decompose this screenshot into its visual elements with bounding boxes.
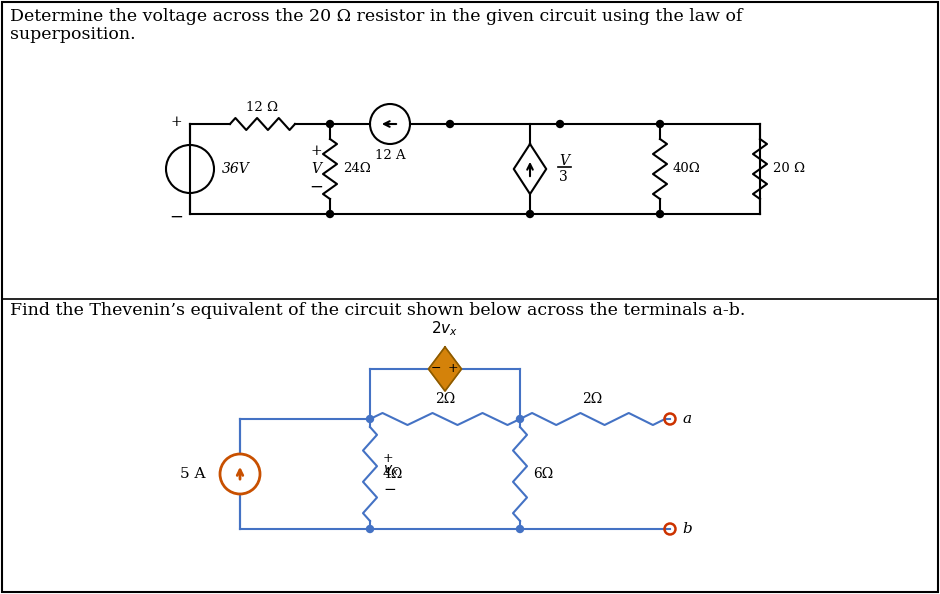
Circle shape bbox=[220, 454, 260, 494]
Text: +: + bbox=[170, 115, 181, 129]
Text: Determine the voltage across the 20 Ω resistor in the given circuit using the la: Determine the voltage across the 20 Ω re… bbox=[10, 8, 743, 25]
Circle shape bbox=[446, 121, 453, 128]
Text: 20 Ω: 20 Ω bbox=[773, 163, 805, 175]
Circle shape bbox=[656, 121, 664, 128]
Text: −: − bbox=[169, 209, 183, 226]
Circle shape bbox=[516, 415, 524, 422]
Text: 6Ω: 6Ω bbox=[533, 467, 554, 481]
Circle shape bbox=[326, 121, 334, 128]
Text: 12 A: 12 A bbox=[375, 149, 405, 162]
Text: b: b bbox=[682, 522, 692, 536]
Text: +: + bbox=[383, 451, 394, 465]
Circle shape bbox=[516, 526, 524, 532]
Circle shape bbox=[556, 121, 563, 128]
Text: +: + bbox=[447, 362, 459, 374]
Circle shape bbox=[526, 210, 534, 217]
Text: 36V: 36V bbox=[222, 162, 250, 176]
Circle shape bbox=[656, 210, 664, 217]
Text: Find the Thevenin’s equivalent of the circuit shown below across the terminals a: Find the Thevenin’s equivalent of the ci… bbox=[10, 302, 745, 319]
Text: V: V bbox=[311, 162, 321, 176]
Text: $2v_x$: $2v_x$ bbox=[431, 320, 459, 338]
Text: −: − bbox=[383, 483, 396, 497]
Text: 12 Ω: 12 Ω bbox=[246, 101, 278, 114]
Text: 24Ω: 24Ω bbox=[343, 163, 370, 175]
Text: 5 A: 5 A bbox=[180, 467, 205, 481]
Text: V: V bbox=[559, 154, 569, 168]
Polygon shape bbox=[429, 347, 462, 391]
Circle shape bbox=[367, 415, 373, 422]
Text: 40Ω: 40Ω bbox=[673, 163, 700, 175]
Text: $v_x$: $v_x$ bbox=[383, 464, 400, 478]
Text: 2Ω: 2Ω bbox=[583, 392, 603, 406]
Circle shape bbox=[326, 210, 334, 217]
Circle shape bbox=[367, 526, 373, 532]
Text: 3: 3 bbox=[559, 170, 568, 184]
Text: 2Ω: 2Ω bbox=[435, 392, 455, 406]
Text: a: a bbox=[682, 412, 691, 426]
Text: superposition.: superposition. bbox=[10, 26, 135, 43]
Text: −: − bbox=[431, 362, 441, 374]
Text: +: + bbox=[310, 144, 321, 158]
Text: −: − bbox=[309, 179, 323, 195]
Text: 4Ω: 4Ω bbox=[383, 467, 403, 481]
